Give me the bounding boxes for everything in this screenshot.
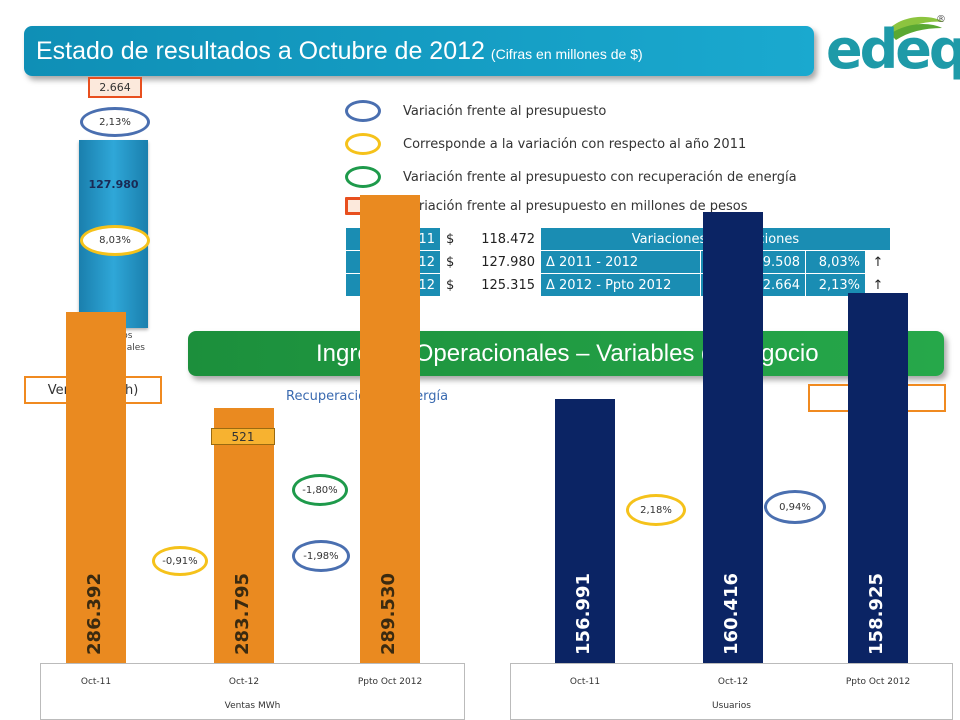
page-title: Estado de resultados a Octubre de 2012 (36, 36, 485, 65)
page-subtitle: (Cifras en millones de $) (490, 46, 643, 62)
legend-label: Corresponde a la variación con respecto … (403, 136, 747, 152)
legend-item: Corresponde a la variación con respecto … (345, 133, 746, 155)
table-cell: Δ 2011 - 2012 (540, 250, 701, 274)
ventas-axis-title: Ventas MWh (224, 701, 281, 711)
page-title-bar: Estado de resultados a Octubre de 2012 (… (24, 26, 814, 76)
bar-value-label: 160.416 (721, 573, 742, 655)
variation-million-box: 2.664 (88, 77, 142, 98)
green-ellipse-icon (345, 166, 381, 188)
ingresos-bar-value: 127.980 (88, 178, 139, 191)
table-cell: $125.315 (440, 273, 541, 297)
category-label: Ppto Oct 2012 (845, 677, 911, 687)
ventas-budget-variation-ellipse: -1,98% (292, 540, 350, 572)
usuarios-budget-variation-ellipse: 0,94% (764, 490, 826, 524)
bar-value-label: 289.530 (378, 573, 399, 655)
table-cell: 2,13% (805, 273, 866, 297)
bar-oct-11: 286.392 (66, 311, 126, 663)
leaf-icon (886, 16, 944, 40)
bar-ppto-oct-2012: 158.925 (848, 293, 908, 663)
bar-oct-11: 156.991 (555, 398, 615, 663)
legend-label: Variación frente al presupuesto en millo… (403, 198, 748, 214)
bar-value-label: 286.392 (84, 573, 105, 655)
legend-item: Variación frente al presupuesto (345, 100, 606, 122)
registered-mark: ® (936, 14, 946, 25)
bar-value-label: 283.795 (232, 573, 253, 655)
category-label: Oct-11 (80, 677, 112, 687)
edeq-logo: edeq ® (826, 14, 960, 84)
usuarios-axis-title: Usuarios (712, 701, 751, 711)
legend-label: Variación frente al presupuesto con recu… (403, 169, 797, 185)
ventas-chart-axis-frame (40, 663, 465, 720)
section-title-bar: Ingresos Operacionales – Variables de ne… (188, 331, 944, 376)
category-label: Oct-11 (569, 677, 601, 687)
bar-oct-12: 160.416 (703, 212, 763, 663)
category-label: Oct-12 (228, 677, 260, 687)
category-label: Ppto Oct 2012 (357, 677, 423, 687)
variations-table: 2011 $118.472 Variaciones y Ejecuciones … (345, 227, 891, 297)
up-arrow-icon: ↑ (865, 250, 891, 274)
up-arrow-icon: ↑ (865, 273, 891, 297)
table-row: Ppto 2012 $125.315 Δ 2012 - Ppto 2012 $2… (345, 273, 891, 297)
yellow-ellipse-icon (345, 133, 381, 155)
category-label: Oct-12 (717, 677, 749, 687)
logo-text: edeq (826, 18, 960, 81)
bar-ppto-oct-2012: 289.530 (360, 195, 420, 663)
bar-value-label: 158.925 (866, 573, 887, 655)
ventas-year-variation-ellipse: -0,91% (152, 546, 208, 576)
table-cell: 8,03% (805, 250, 866, 274)
bar-oct-12: 283.795 (214, 408, 274, 663)
legend-label: Variación frente al presupuesto (403, 103, 607, 119)
blue-ellipse-icon (345, 100, 381, 122)
table-cell: $118.472 (440, 227, 541, 251)
ventas-recovery-variation-ellipse: -1,80% (292, 474, 348, 506)
usuarios-year-variation-ellipse: 2,18% (626, 494, 686, 526)
table-row: 2011 $118.472 Variaciones y Ejecuciones (345, 227, 891, 251)
budget-variation-ellipse: 2,13% (80, 107, 150, 137)
table-cell: Δ 2012 - Ppto 2012 (540, 273, 701, 297)
usuarios-chart-axis-frame (510, 663, 953, 720)
year-variation-ellipse: 8,03% (80, 225, 150, 256)
table-row: 2012 $127.980 Δ 2011 - 2012 $9.508 8,03%… (345, 250, 891, 274)
bar-value-label: 156.991 (573, 573, 594, 655)
variation-521-box: 521 (211, 428, 275, 445)
legend-item: Variación frente al presupuesto con recu… (345, 166, 797, 188)
table-cell: $127.980 (440, 250, 541, 274)
